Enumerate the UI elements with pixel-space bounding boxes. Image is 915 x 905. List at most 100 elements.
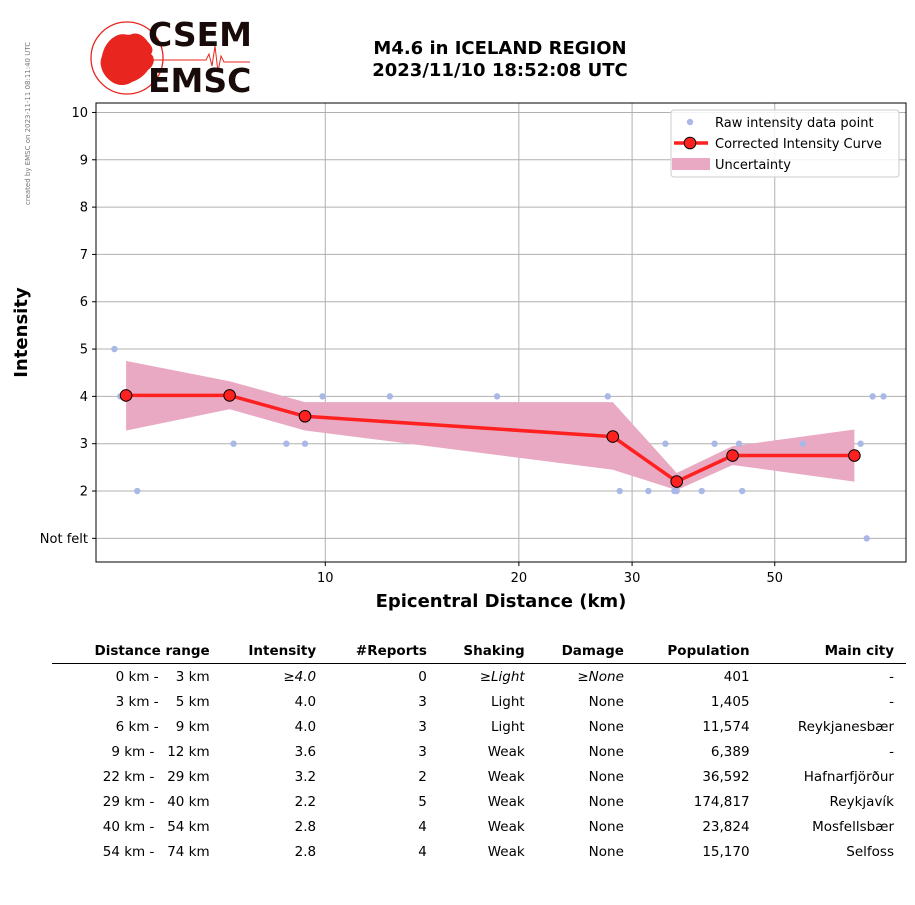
curve-point-marker — [298, 409, 312, 423]
cell-intensity: 2.8 — [294, 818, 317, 835]
cell-reports: 4 — [418, 843, 427, 860]
cell-distance-range: 0 km - 3 km — [115, 668, 210, 685]
raw-data-point — [673, 487, 680, 495]
uncertainty-band — [126, 360, 855, 491]
raw-data-point — [493, 393, 501, 400]
raw-data-point — [645, 487, 652, 495]
legend-raw-marker — [686, 118, 694, 126]
y-tick-label: 6 — [80, 295, 88, 310]
cell-shaking: Weak — [487, 768, 525, 785]
raw-data-point — [869, 393, 876, 400]
cell-distance-range: 40 km - 54 km — [102, 818, 210, 835]
chart-title-datetime: 2023/11/10 18:52:08 UTC — [372, 60, 628, 81]
table-row: 9 km - 12 km 3.6 3 Weak None 6,389 - — [52, 739, 906, 764]
cell-reports: 5 — [418, 793, 427, 810]
legend-label: Uncertainty — [715, 158, 791, 173]
raw-data-point — [662, 440, 669, 447]
logo-line2: EMSC — [148, 61, 251, 100]
cell-main-city: Reykjanesbær — [797, 718, 894, 735]
cell-intensity: 4.0 — [294, 718, 317, 735]
table-row: 0 km - 3 km ≥4.0 0 ≥Light ≥None 401 - — [52, 664, 906, 690]
raw-data-point — [230, 440, 237, 447]
table-row: 40 km - 54 km 2.8 4 Weak None 23,824 Mosfellsb… — [52, 814, 906, 839]
x-tick-label: 50 — [766, 571, 783, 586]
cell-population: 15,170 — [702, 843, 750, 860]
x-tick-label: 30 — [624, 571, 641, 586]
logo-seismogram-line — [148, 45, 250, 73]
cell-shaking: Weak — [487, 793, 525, 810]
y-tick-label: 2 — [80, 485, 88, 500]
y-tick-label: 3 — [80, 437, 88, 452]
x-tick-label: 10 — [317, 571, 334, 586]
raw-data-point — [799, 440, 807, 447]
header-main-city: Main city — [761, 640, 906, 664]
cell-distance-range: 54 km - 74 km — [102, 843, 210, 860]
cell-reports: 2 — [418, 768, 427, 785]
table-row: 22 km - 29 km 3.2 2 Weak None 36,592 Hafnarfjö… — [52, 764, 906, 789]
cell-shaking: Weak — [487, 843, 525, 860]
raw-data-point — [386, 393, 394, 400]
plot-frame — [95, 102, 907, 563]
header-intensity: Intensity — [221, 640, 329, 664]
x-axis-label: Epicentral Distance (km) — [376, 591, 627, 612]
raw-data-point — [301, 440, 309, 447]
cell-shaking: Light — [491, 718, 525, 735]
cell-reports: 0 — [418, 668, 427, 685]
legend-uncertainty-swatch — [672, 158, 710, 170]
cell-damage: None — [588, 843, 624, 860]
logo-europe-map-icon — [100, 33, 154, 85]
y-tick-label: 10 — [71, 106, 88, 121]
table-row: 3 km - 5 km 4.0 3 Light None 1,405 - — [52, 689, 906, 714]
cell-population: 1,405 — [710, 693, 750, 710]
header-damage: Damage — [536, 640, 636, 664]
legend-box — [670, 109, 900, 178]
cell-main-city: Mosfellsbær — [812, 818, 894, 835]
cell-intensity: ≥4.0 — [283, 668, 317, 685]
raw-data-point — [735, 440, 743, 447]
x-tick-label: 20 — [511, 571, 528, 586]
logo-globe-ring — [90, 21, 164, 95]
y-tick-label: Not felt — [40, 532, 88, 547]
y-axis-label: Intensity — [11, 287, 32, 378]
cell-intensity: 3.2 — [294, 768, 317, 785]
curve-point-marker — [726, 449, 739, 462]
cell-shaking: Light — [491, 693, 525, 710]
cell-reports: 3 — [418, 718, 427, 735]
cell-distance-range: 9 km - 12 km — [111, 743, 210, 760]
intensity-summary-table: Distance range Intensity #Reports Shakin… — [52, 640, 906, 864]
cell-main-city: - — [889, 668, 894, 685]
cell-intensity: 4.0 — [294, 693, 317, 710]
curve-point-marker — [670, 475, 684, 488]
cell-damage: None — [588, 768, 624, 785]
cell-main-city: Selfoss — [846, 843, 894, 860]
cell-main-city: - — [889, 743, 894, 760]
cell-distance-range: 3 km - 5 km — [115, 693, 210, 710]
raw-data-point — [880, 393, 887, 400]
cell-shaking: ≥Light — [479, 668, 525, 685]
header-population: Population — [635, 640, 762, 664]
y-tick-label: 4 — [80, 390, 88, 405]
cell-damage: None — [588, 718, 624, 735]
cell-population: 36,592 — [702, 768, 750, 785]
raw-data-point — [134, 487, 141, 495]
raw-data-point — [863, 535, 870, 542]
cell-intensity: 2.2 — [294, 793, 317, 810]
cell-population: 401 — [723, 668, 750, 685]
raw-data-point — [857, 440, 864, 447]
cell-reports: 3 — [418, 743, 427, 760]
cell-damage: ≥None — [577, 668, 624, 685]
y-tick-label: 5 — [80, 343, 88, 358]
cell-intensity: 3.6 — [294, 743, 317, 760]
cell-damage: None — [588, 818, 624, 835]
cell-distance-range: 22 km - 29 km — [102, 768, 210, 785]
cell-population: 6,389 — [710, 743, 750, 760]
cell-reports: 3 — [418, 693, 427, 710]
chart-title-event: M4.6 in ICELAND REGION — [373, 38, 627, 59]
header-reports: #Reports — [328, 640, 439, 664]
legend-label: Corrected Intensity Curve — [715, 137, 882, 152]
cell-population: 23,824 — [702, 818, 750, 835]
raw-data-point — [111, 345, 118, 353]
y-tick-label: 8 — [80, 201, 88, 216]
raw-data-point — [283, 440, 290, 447]
cell-damage: None — [588, 693, 624, 710]
